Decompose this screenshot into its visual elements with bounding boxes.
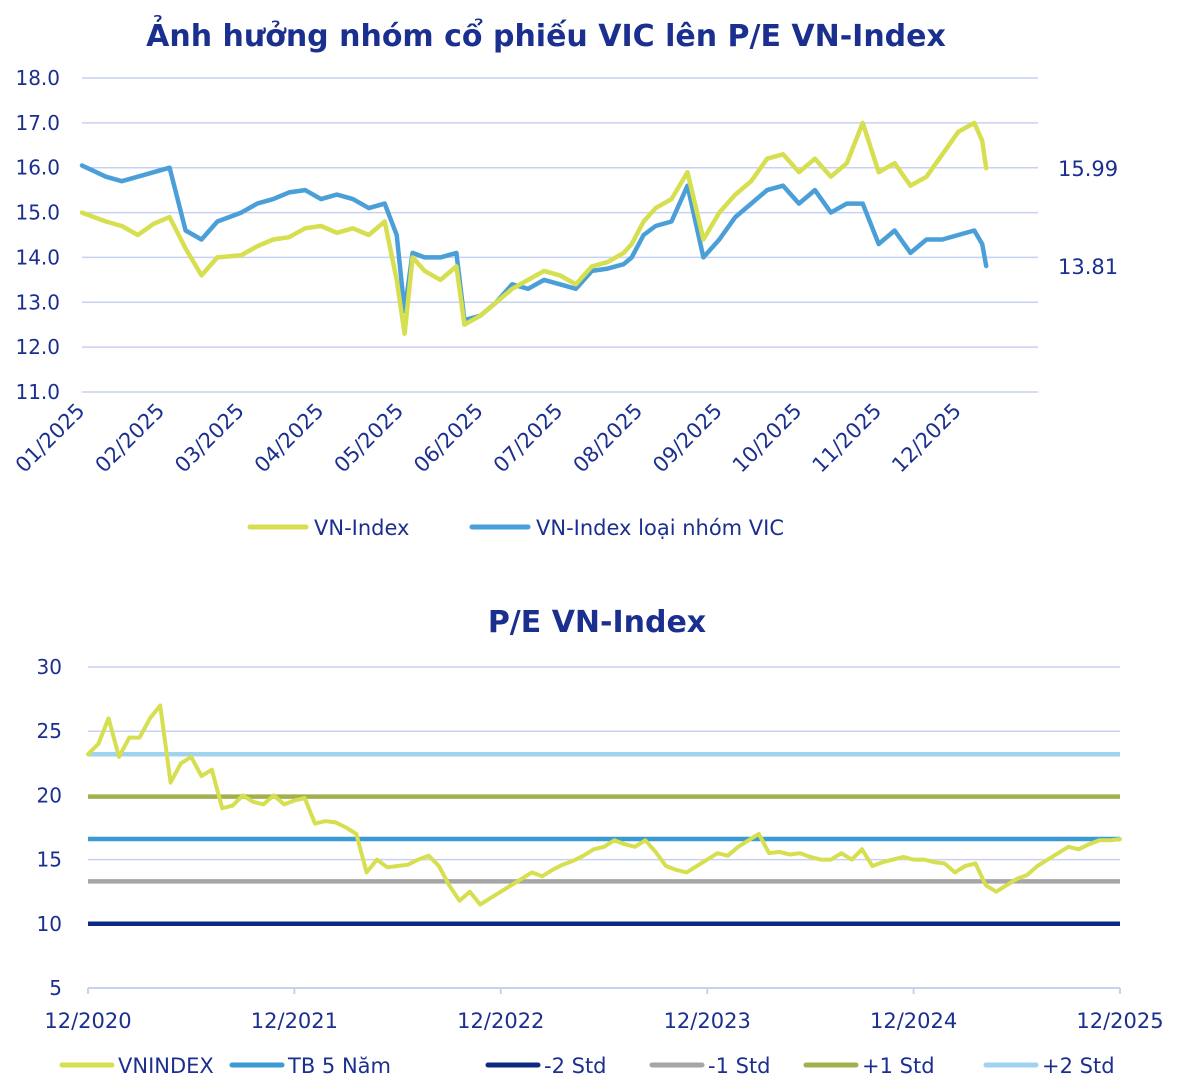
chart1-x-tick-label: 10/2025 bbox=[728, 399, 807, 478]
chart2-legend-label: TB 5 Năm bbox=[287, 1054, 391, 1078]
chart2-gridlines bbox=[88, 666, 1120, 989]
chart1-y-tick-label: 12.0 bbox=[15, 335, 60, 359]
chart2-title: P/E VN-Index bbox=[488, 605, 706, 640]
chart1-title: Ảnh hưởng nhóm cổ phiếu VIC lên P/E VN-I… bbox=[146, 15, 946, 54]
chart1-x-tick-label: 09/2025 bbox=[648, 399, 727, 478]
chart1-legend-label: VN-Index bbox=[314, 516, 409, 540]
chart2-legend-label: -1 Std bbox=[708, 1054, 771, 1078]
chart2-legend-label: +1 Std bbox=[862, 1054, 935, 1078]
chart1-x-tick-label: 11/2025 bbox=[808, 399, 887, 478]
chart1-y-tick-label: 14.0 bbox=[15, 245, 60, 269]
chart1-y-tick-label: 16.0 bbox=[15, 156, 60, 180]
chart1-x-tick-label: 08/2025 bbox=[569, 399, 648, 478]
chart2-y-tick-label: 15 bbox=[37, 848, 62, 872]
chart2-y-tick-label: 10 bbox=[37, 912, 62, 936]
chart2-series-line-0 bbox=[86, 703, 1122, 907]
chart1-x-tick-label: 03/2025 bbox=[170, 399, 249, 478]
chart2-y-tick-label: 25 bbox=[37, 719, 62, 743]
chart1-x-tick-label: 04/2025 bbox=[250, 399, 329, 478]
chart2-x-tick-label: 12/2022 bbox=[457, 1009, 544, 1033]
chart1-y-tick-label: 17.0 bbox=[15, 111, 60, 135]
chart1-x-tick-label: 05/2025 bbox=[330, 399, 409, 478]
chart1-y-tick-label: 18.0 bbox=[15, 66, 60, 90]
chart1-y-tick-label: 11.0 bbox=[15, 380, 60, 404]
chart2-y-tick-label: 30 bbox=[37, 655, 62, 679]
chart1-x-tick-label: 02/2025 bbox=[91, 399, 170, 478]
chart2-x-tick-label: 12/2023 bbox=[664, 1009, 751, 1033]
chart1-end-label: 15.99 bbox=[1058, 157, 1118, 181]
chart1-y-tick-label: 15.0 bbox=[15, 201, 60, 225]
chart1-x-tick-label: 07/2025 bbox=[489, 399, 568, 478]
chart1-series-line-1 bbox=[79, 163, 989, 323]
chart1-end-label: 13.81 bbox=[1058, 255, 1118, 279]
chart2-x-tick-label: 12/2020 bbox=[44, 1009, 131, 1033]
chart1-gridlines bbox=[82, 77, 1038, 393]
chart2-x-tick-label: 12/2024 bbox=[870, 1009, 957, 1033]
chart1-x-tick-label: 01/2025 bbox=[11, 399, 90, 478]
chart1-legend-label: VN-Index loại nhóm VIC bbox=[536, 516, 784, 540]
chart2-legend-label: VNINDEX bbox=[118, 1054, 214, 1078]
chart1-y-tick-label: 13.0 bbox=[15, 290, 60, 314]
chart2-x-tick-label: 12/2025 bbox=[1076, 1009, 1163, 1033]
chart2-legend-label: +2 Std bbox=[1042, 1054, 1115, 1078]
chart1-x-tick-label: 12/2025 bbox=[887, 399, 966, 478]
chart2-legend-label: -2 Std bbox=[544, 1054, 607, 1078]
chart2-y-tick-label: 5 bbox=[49, 976, 62, 1000]
chart1-series-line-0 bbox=[79, 120, 989, 336]
chart2-y-tick-label: 20 bbox=[37, 783, 62, 807]
chart1-x-tick-label: 06/2025 bbox=[409, 399, 488, 478]
chart2-x-tick-label: 12/2021 bbox=[251, 1009, 338, 1033]
